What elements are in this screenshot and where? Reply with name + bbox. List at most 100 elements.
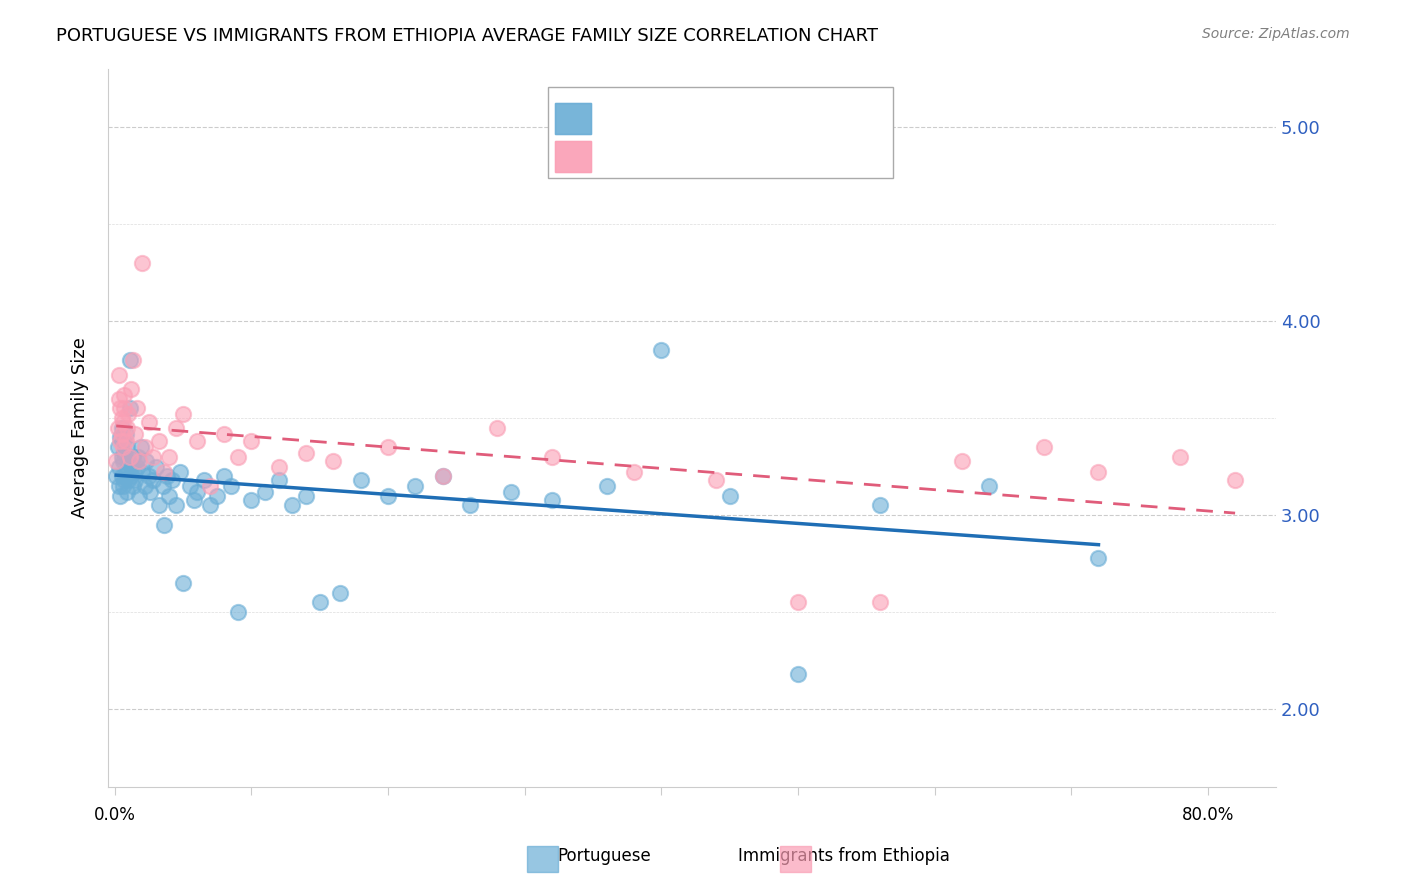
Immigrants from Ethiopia: [112, 401, 135, 416]
Immigrants from Ethiopia: [486, 421, 509, 435]
Portuguese: [112, 446, 135, 460]
Portuguese: [121, 450, 143, 464]
Immigrants from Ethiopia: [108, 392, 131, 406]
Portuguese: [118, 401, 141, 416]
Portuguese: [112, 473, 135, 487]
Immigrants from Ethiopia: [128, 454, 150, 468]
Immigrants from Ethiopia: [118, 450, 141, 464]
Immigrants from Ethiopia: [138, 415, 160, 429]
Portuguese: [110, 430, 132, 444]
Portuguese: [111, 434, 134, 449]
Immigrants from Ethiopia: [172, 407, 194, 421]
Portuguese: [186, 484, 208, 499]
Immigrants from Ethiopia: [112, 388, 135, 402]
Immigrants from Ethiopia: [111, 415, 134, 429]
Immigrants from Ethiopia: [240, 434, 263, 449]
Text: -0.297: -0.297: [621, 104, 681, 122]
Immigrants from Ethiopia: [153, 466, 176, 480]
Text: 0.0%: 0.0%: [94, 806, 136, 824]
Portuguese: [499, 484, 522, 499]
Immigrants from Ethiopia: [1087, 466, 1109, 480]
Immigrants from Ethiopia: [212, 426, 235, 441]
Immigrants from Ethiopia: [295, 446, 318, 460]
Portuguese: [595, 479, 617, 493]
Portuguese: [148, 499, 170, 513]
Immigrants from Ethiopia: [110, 434, 132, 449]
Portuguese: [207, 489, 229, 503]
Immigrants from Ethiopia: [148, 434, 170, 449]
Portuguese: [160, 473, 183, 487]
Immigrants from Ethiopia: [787, 595, 810, 609]
Portuguese: [718, 489, 741, 503]
Immigrants from Ethiopia: [704, 473, 727, 487]
Portuguese: [131, 466, 153, 480]
Text: R = -0.135    N = 51: R = -0.135 N = 51: [598, 143, 766, 161]
Portuguese: [115, 440, 138, 454]
Portuguese: [110, 489, 132, 503]
Portuguese: [650, 343, 672, 357]
Portuguese: [111, 450, 134, 464]
Portuguese: [156, 469, 179, 483]
Portuguese: [240, 492, 263, 507]
Immigrants from Ethiopia: [226, 450, 249, 464]
Portuguese: [111, 469, 134, 483]
Portuguese: [254, 484, 277, 499]
Portuguese: [165, 499, 187, 513]
Portuguese: [226, 605, 249, 619]
Immigrants from Ethiopia: [105, 454, 128, 468]
Immigrants from Ethiopia: [432, 469, 454, 483]
Immigrants from Ethiopia: [120, 382, 142, 396]
Immigrants from Ethiopia: [117, 407, 139, 421]
Portuguese: [134, 479, 156, 493]
Text: R = -0.297    N = 78: R = -0.297 N = 78: [598, 104, 766, 122]
Immigrants from Ethiopia: [165, 421, 187, 435]
Portuguese: [111, 454, 134, 468]
Text: -0.135: -0.135: [621, 143, 681, 161]
Text: Immigrants from Ethiopia: Immigrants from Ethiopia: [738, 847, 949, 865]
Immigrants from Ethiopia: [134, 440, 156, 454]
Portuguese: [135, 454, 157, 468]
Portuguese: [541, 492, 564, 507]
Portuguese: [115, 484, 138, 499]
Immigrants from Ethiopia: [267, 459, 290, 474]
Portuguese: [138, 469, 160, 483]
Portuguese: [212, 469, 235, 483]
Portuguese: [107, 440, 129, 454]
Portuguese: [281, 499, 304, 513]
Portuguese: [108, 479, 131, 493]
Immigrants from Ethiopia: [115, 421, 138, 435]
Portuguese: [295, 489, 318, 503]
Portuguese: [105, 469, 128, 483]
Immigrants from Ethiopia: [1223, 473, 1246, 487]
Immigrants from Ethiopia: [114, 434, 136, 449]
Portuguese: [329, 586, 352, 600]
Portuguese: [114, 466, 136, 480]
Portuguese: [787, 667, 810, 681]
Portuguese: [117, 454, 139, 468]
Portuguese: [129, 440, 152, 454]
Immigrants from Ethiopia: [125, 401, 148, 416]
Immigrants from Ethiopia: [159, 450, 181, 464]
Portuguese: [159, 489, 181, 503]
Portuguese: [145, 459, 167, 474]
Portuguese: [124, 473, 146, 487]
Portuguese: [179, 479, 201, 493]
Portuguese: [404, 479, 426, 493]
Immigrants from Ethiopia: [111, 426, 134, 441]
Portuguese: [869, 499, 891, 513]
Portuguese: [125, 459, 148, 474]
Portuguese: [267, 473, 290, 487]
Portuguese: [979, 479, 1001, 493]
Portuguese: [120, 469, 142, 483]
Portuguese: [432, 469, 454, 483]
Portuguese: [153, 517, 176, 532]
Portuguese: [458, 499, 481, 513]
Portuguese: [121, 479, 143, 493]
Portuguese: [108, 459, 131, 474]
Text: Portuguese: Portuguese: [558, 847, 651, 865]
Portuguese: [120, 459, 142, 474]
Portuguese: [308, 595, 330, 609]
Immigrants from Ethiopia: [107, 421, 129, 435]
Portuguese: [127, 450, 149, 464]
Portuguese: [219, 479, 242, 493]
